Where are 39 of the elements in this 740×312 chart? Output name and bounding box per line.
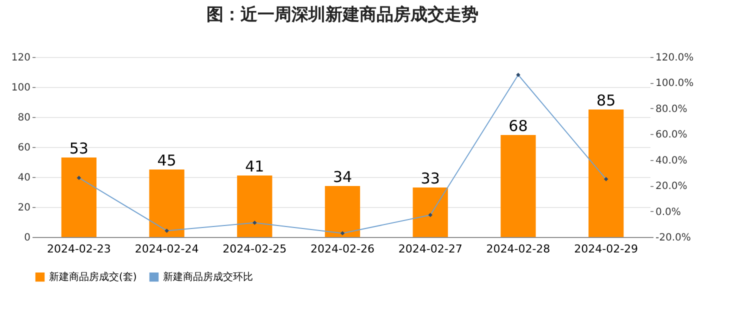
data-label: 34 (332, 168, 352, 186)
y2-tick-label: 120.0% (656, 52, 694, 64)
y-tick-label: 60 (18, 142, 30, 154)
x-tick-label: 2024-02-25 (222, 242, 287, 256)
y2-tick-label: -20.0% (656, 232, 691, 244)
x-tick-label: 2024-02-28 (486, 242, 550, 256)
legend-label: 新建商品房成交(套) (49, 271, 137, 284)
y2-tick-label: 40.0% (656, 155, 688, 166)
y-tick-label: 120 (11, 52, 30, 64)
bar (500, 135, 536, 237)
bar (324, 186, 360, 237)
data-label: 68 (508, 117, 528, 135)
data-label: 53 (69, 140, 88, 158)
legend-label: 新建商品房成交环比 (163, 271, 253, 284)
y-tick-label: 80 (18, 112, 30, 124)
y-tick-label: 100 (11, 82, 30, 94)
bar (588, 110, 624, 237)
bar (149, 170, 184, 237)
x-tick-label: 2024-02-26 (310, 242, 374, 256)
bar (237, 176, 272, 237)
y-tick-label: 0 (24, 232, 30, 244)
y-tick-label: 40 (18, 172, 30, 184)
y2-tick-label: 60.0% (656, 130, 688, 141)
bar (61, 158, 96, 237)
chart-title: 图：近一周深圳新建商品房成交走势 (206, 5, 478, 25)
data-label: 33 (420, 170, 440, 188)
x-tick-label: 2024-02-29 (574, 242, 638, 256)
bar (412, 188, 448, 237)
data-label: 41 (245, 158, 264, 176)
data-label: 45 (157, 152, 176, 170)
y-tick-label: 20 (18, 202, 30, 214)
x-tick-label: 2024-02-24 (134, 242, 199, 256)
x-tick-label: 2024-02-27 (398, 242, 462, 256)
y2-tick-label: 80.0% (656, 104, 688, 115)
x-tick-label: 2024-02-23 (46, 242, 111, 256)
y2-tick-label: 0.0% (656, 206, 681, 218)
data-label: 85 (596, 92, 616, 110)
y2-tick-label: 20.0% (656, 181, 688, 192)
y2-tick-label: 100.0% (656, 78, 694, 90)
